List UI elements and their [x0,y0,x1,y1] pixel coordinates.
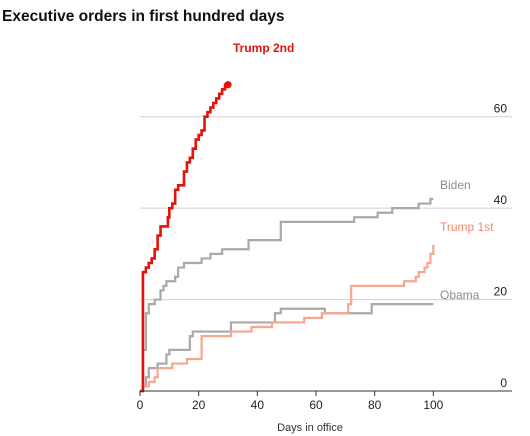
series-label-biden: Biden [440,178,471,192]
series-line-trump-2nd [140,83,228,393]
series-line-obama [140,303,434,393]
x-tick-label-0: 0 [137,398,144,412]
x-tick-label-20: 20 [192,398,206,412]
series-line-biden [140,197,434,393]
series-label-obama: Obama [440,288,480,302]
series-end-marker-trump-2nd [224,81,232,89]
chart-title: Executive orders in first hundred days [2,8,285,25]
series-label-trump-1st: Trump 1st [440,220,494,234]
series-label-trump-2nd: Trump 2nd [233,41,294,55]
series-labels: Trump 2nd Biden Trump 1st Obama [233,41,494,302]
y-gridlines [140,116,512,301]
y-tick-label-0: 0 [500,376,507,390]
x-tick-label-40: 40 [251,398,265,412]
x-axis-label: Days in office [277,422,343,434]
y-tick-label-40: 40 [494,193,508,207]
x-axis: 0 20 40 60 80 100 [137,390,512,412]
series-lines [140,81,435,393]
y-tick-label-20: 20 [494,285,508,299]
x-tick-label-100: 100 [423,398,443,412]
y-axis: 0 20 40 60 [494,102,508,390]
x-tick-label-60: 60 [309,398,323,412]
y-tick-label-60: 60 [494,102,508,116]
x-tick-label-80: 80 [368,398,382,412]
series-line-trump-1st [140,244,435,393]
